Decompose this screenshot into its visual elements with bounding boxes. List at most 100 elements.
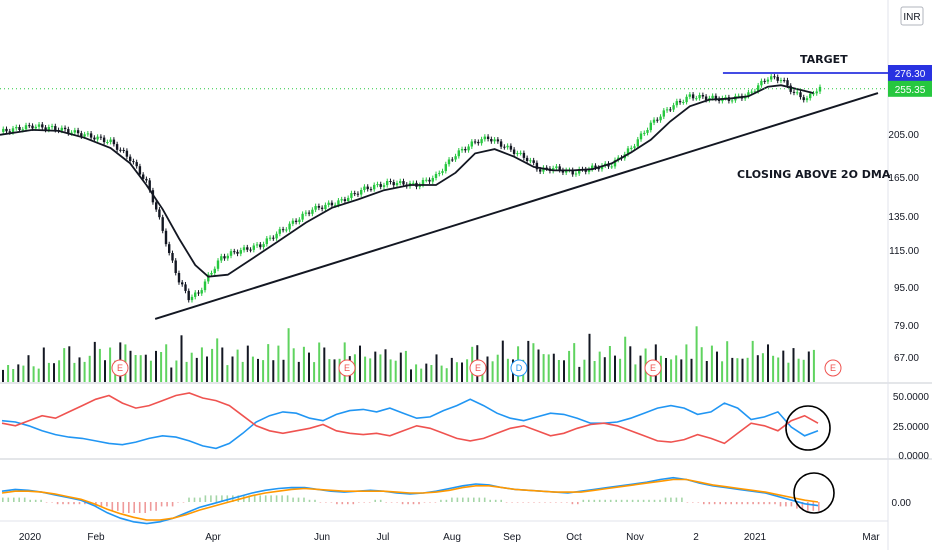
candle-body xyxy=(792,91,796,93)
candle-body xyxy=(142,174,145,179)
volume-bar xyxy=(155,350,157,382)
volume-bar xyxy=(200,347,203,382)
candle-body xyxy=(73,130,76,133)
candle-body xyxy=(499,141,503,147)
candle-body xyxy=(129,156,132,161)
volume-bar xyxy=(772,355,775,382)
macd-histogram-bar xyxy=(133,502,135,513)
candle-body xyxy=(565,170,568,173)
candle-body xyxy=(262,244,265,248)
candle-body xyxy=(177,273,181,283)
candle-body xyxy=(99,136,103,138)
macd-histogram-bar xyxy=(615,499,617,502)
oscillator-axis-tick: 50.0000 xyxy=(893,392,930,403)
candle-body xyxy=(483,136,486,140)
macd-histogram-bar xyxy=(494,499,497,502)
candle-body xyxy=(506,145,509,148)
macd-histogram-bar xyxy=(544,502,546,503)
macd-histogram-bar xyxy=(155,502,157,511)
candle-body xyxy=(428,179,431,182)
price-tag xyxy=(888,65,932,81)
macd-histogram-bar xyxy=(7,497,10,502)
candle-body xyxy=(291,220,295,224)
candle-body xyxy=(281,229,285,231)
candle-body xyxy=(181,282,184,285)
candle-body xyxy=(138,166,142,175)
macd-histogram-bar xyxy=(259,495,261,502)
macd-histogram-bar xyxy=(681,497,683,502)
volume-bar xyxy=(374,351,377,382)
candle-body xyxy=(532,160,535,163)
candle-body xyxy=(701,95,705,97)
candle-body xyxy=(70,132,73,134)
volume-bar xyxy=(58,360,61,382)
candle-body xyxy=(503,146,506,148)
macd-histogram-bar xyxy=(604,499,606,502)
candle-body xyxy=(779,80,783,82)
candle-body xyxy=(135,162,138,167)
macd-histogram-bar xyxy=(45,502,48,503)
price-tag xyxy=(888,80,932,97)
candle-body xyxy=(294,220,298,222)
macd-histogram-bar xyxy=(29,499,31,502)
candle-body xyxy=(812,93,815,95)
volume-bar xyxy=(542,354,545,382)
currency-badge[interactable] xyxy=(900,6,924,26)
macd-histogram-bar xyxy=(171,502,174,507)
macd-histogram-bar xyxy=(653,499,656,502)
candle-body xyxy=(86,133,90,135)
macd-histogram-bar xyxy=(757,502,760,505)
macd-histogram-bar xyxy=(396,502,398,503)
candle-body xyxy=(226,255,229,259)
event-marker xyxy=(111,359,129,377)
time-axis-label: 2 xyxy=(693,532,699,543)
candle-body xyxy=(441,171,444,173)
volume-bar xyxy=(22,365,25,382)
volume-bar xyxy=(318,342,321,382)
volume-bar xyxy=(134,355,137,382)
macd-histogram-bar xyxy=(746,502,749,505)
macd-histogram-bar xyxy=(84,502,86,505)
candle-body xyxy=(714,95,718,99)
macd-histogram-bar xyxy=(478,497,481,502)
candle-body xyxy=(770,76,773,80)
candle-body xyxy=(125,150,129,157)
volume-bar xyxy=(608,346,611,382)
candle-body xyxy=(555,166,558,169)
candle-body xyxy=(561,170,565,173)
macd-histogram-bar xyxy=(423,502,426,503)
candle-body xyxy=(11,128,15,133)
candle-body xyxy=(578,169,581,174)
candle-body xyxy=(350,193,353,198)
macd-histogram-bar xyxy=(374,499,376,502)
macd-histogram-bar xyxy=(473,497,475,502)
candle-body xyxy=(776,76,779,81)
volume-bar xyxy=(236,349,239,382)
candle-body xyxy=(480,139,483,144)
candle-body xyxy=(207,274,210,282)
volume-bar xyxy=(603,357,606,382)
candle-body xyxy=(89,133,93,138)
volume-bar xyxy=(807,351,810,382)
volume-bar xyxy=(17,364,20,382)
candle-body xyxy=(454,156,457,160)
event-marker xyxy=(644,359,662,377)
volume-bar xyxy=(404,350,407,382)
volume-bar xyxy=(777,357,780,382)
candle-body xyxy=(168,244,171,253)
candle-body xyxy=(682,102,685,103)
candle-body xyxy=(363,186,366,190)
time-axis-label: Apr xyxy=(205,532,221,543)
candle-body xyxy=(386,181,389,186)
candle-body xyxy=(15,127,18,129)
volume-bar xyxy=(323,347,326,382)
volume-bar xyxy=(767,344,769,382)
volume-bar xyxy=(787,362,790,382)
volume-bar xyxy=(731,357,734,382)
macd-histogram-bar xyxy=(401,502,404,505)
candle-body xyxy=(815,91,818,94)
macd-histogram-bar xyxy=(571,502,574,505)
candle-body xyxy=(76,130,80,134)
volume-bar xyxy=(297,361,300,382)
volume-bar xyxy=(379,354,382,382)
